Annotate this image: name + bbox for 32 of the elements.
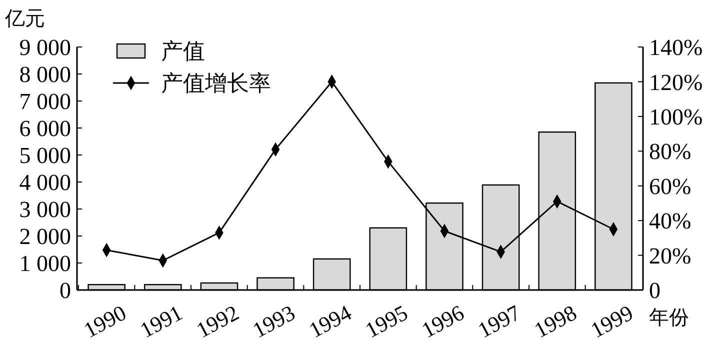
y-tick-label: 3 000: [19, 197, 71, 222]
x-tick-label: 1995: [361, 300, 412, 343]
legend-label: 产值: [161, 40, 205, 65]
y-tick-label: 2 000: [19, 224, 71, 250]
y-tick-label: 7 000: [19, 89, 71, 114]
legend-label: 产值增长率: [161, 72, 271, 97]
y-tick-label: 6 000: [19, 116, 71, 142]
y-tick-label: 4 000: [19, 170, 71, 196]
y2-tick-label: 60%: [649, 174, 692, 199]
x-tick-label: 1990: [80, 300, 130, 343]
y2-tick-label: 40%: [649, 208, 692, 234]
y2-tick-label: 100%: [649, 104, 703, 130]
y-tick-label: 1 000: [19, 251, 71, 276]
y2-tick-label: 20%: [649, 243, 692, 268]
x-tick-label: 1993: [248, 300, 300, 343]
y2-tick-label: 0: [649, 278, 660, 304]
y-tick-label: 0: [60, 278, 71, 304]
y2-tick-label: 80%: [649, 139, 692, 164]
y-axis-title: 亿元: [4, 6, 45, 30]
y2-tick-label: 120%: [649, 70, 703, 95]
y-tick-label: 8 000: [19, 62, 71, 88]
y-tick-label: 5 000: [19, 143, 71, 168]
x-tick-label: 1996: [417, 300, 468, 343]
x-axis-title: 年份: [649, 305, 689, 329]
x-tick-label: 1992: [192, 300, 243, 343]
x-tick-label: 1999: [586, 300, 638, 343]
x-tick-label: 1991: [136, 300, 186, 343]
x-tick-label: 1994: [304, 300, 356, 343]
y2-tick-label: 140%: [649, 35, 703, 60]
y-tick-label: 9 000: [19, 35, 71, 60]
x-tick-label: 1997: [474, 300, 524, 343]
x-tick-label: 1998: [530, 300, 581, 343]
